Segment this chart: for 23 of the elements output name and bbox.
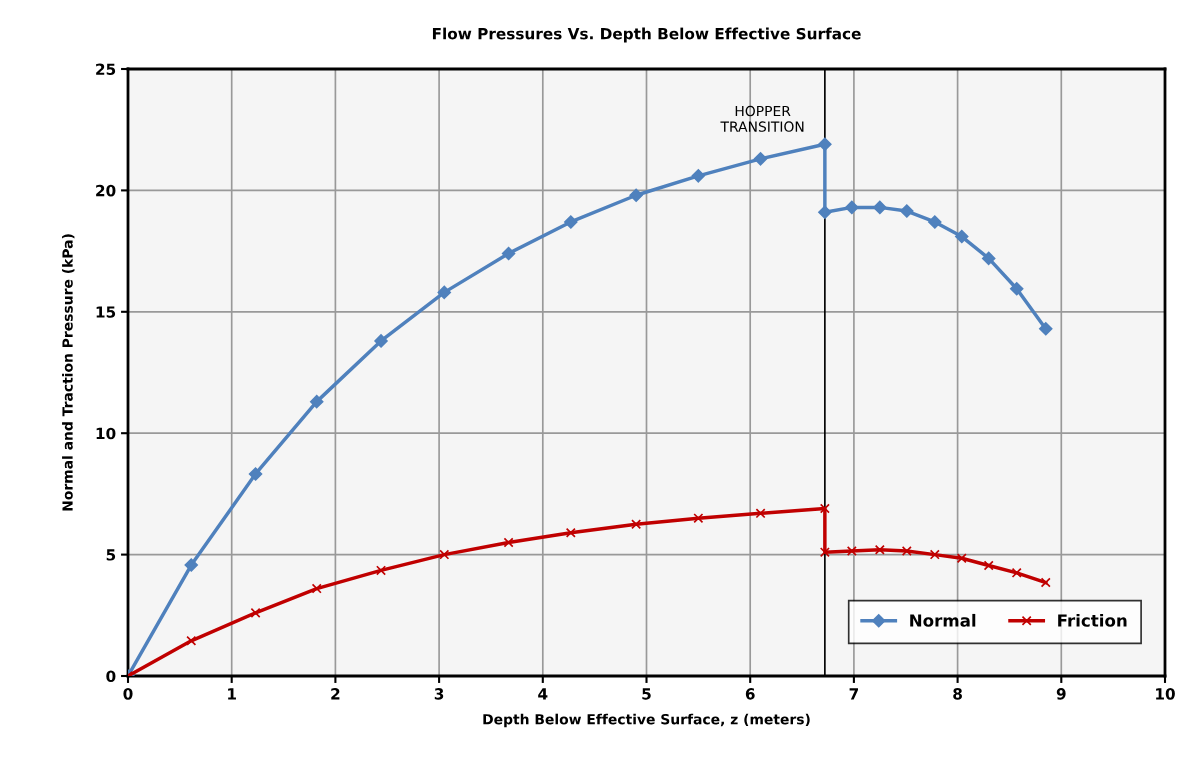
y-axis-title: Normal and Traction Pressure (kPa) (62, 234, 75, 511)
x-tick-label: 5 (642, 688, 651, 700)
x-tick-label: 7 (849, 688, 858, 700)
x-tick-label: 9 (1056, 688, 1066, 700)
chart-title: Flow Pressures Vs. Depth Below Effective Surface (432, 27, 861, 43)
x-tick-label: 10 (1156, 688, 1175, 700)
x-tick-label: 6 (745, 688, 755, 700)
x-tick-label: 1 (228, 688, 236, 700)
x-tick-label: 3 (434, 688, 444, 700)
y-tick-label: 25 (96, 63, 116, 76)
y-tick-label: 0 (106, 670, 116, 683)
ref-line-label: HOPPER TRANSITION (720, 105, 804, 132)
x-tick-label: 8 (953, 688, 962, 700)
y-tick-label: 10 (96, 427, 116, 440)
x-tick-label: 2 (331, 688, 340, 700)
legend-label: Normal (910, 613, 976, 627)
x-tick-label: 4 (538, 688, 548, 700)
legend-label: Friction (1058, 613, 1127, 627)
y-tick-label: 20 (96, 184, 116, 197)
x-axis-title: Depth Below Effective Surface, z (meters) (483, 713, 810, 728)
x-tick-label: 0 (123, 688, 133, 700)
y-tick-label: 5 (106, 549, 116, 561)
y-tick-label: 15 (96, 306, 116, 318)
